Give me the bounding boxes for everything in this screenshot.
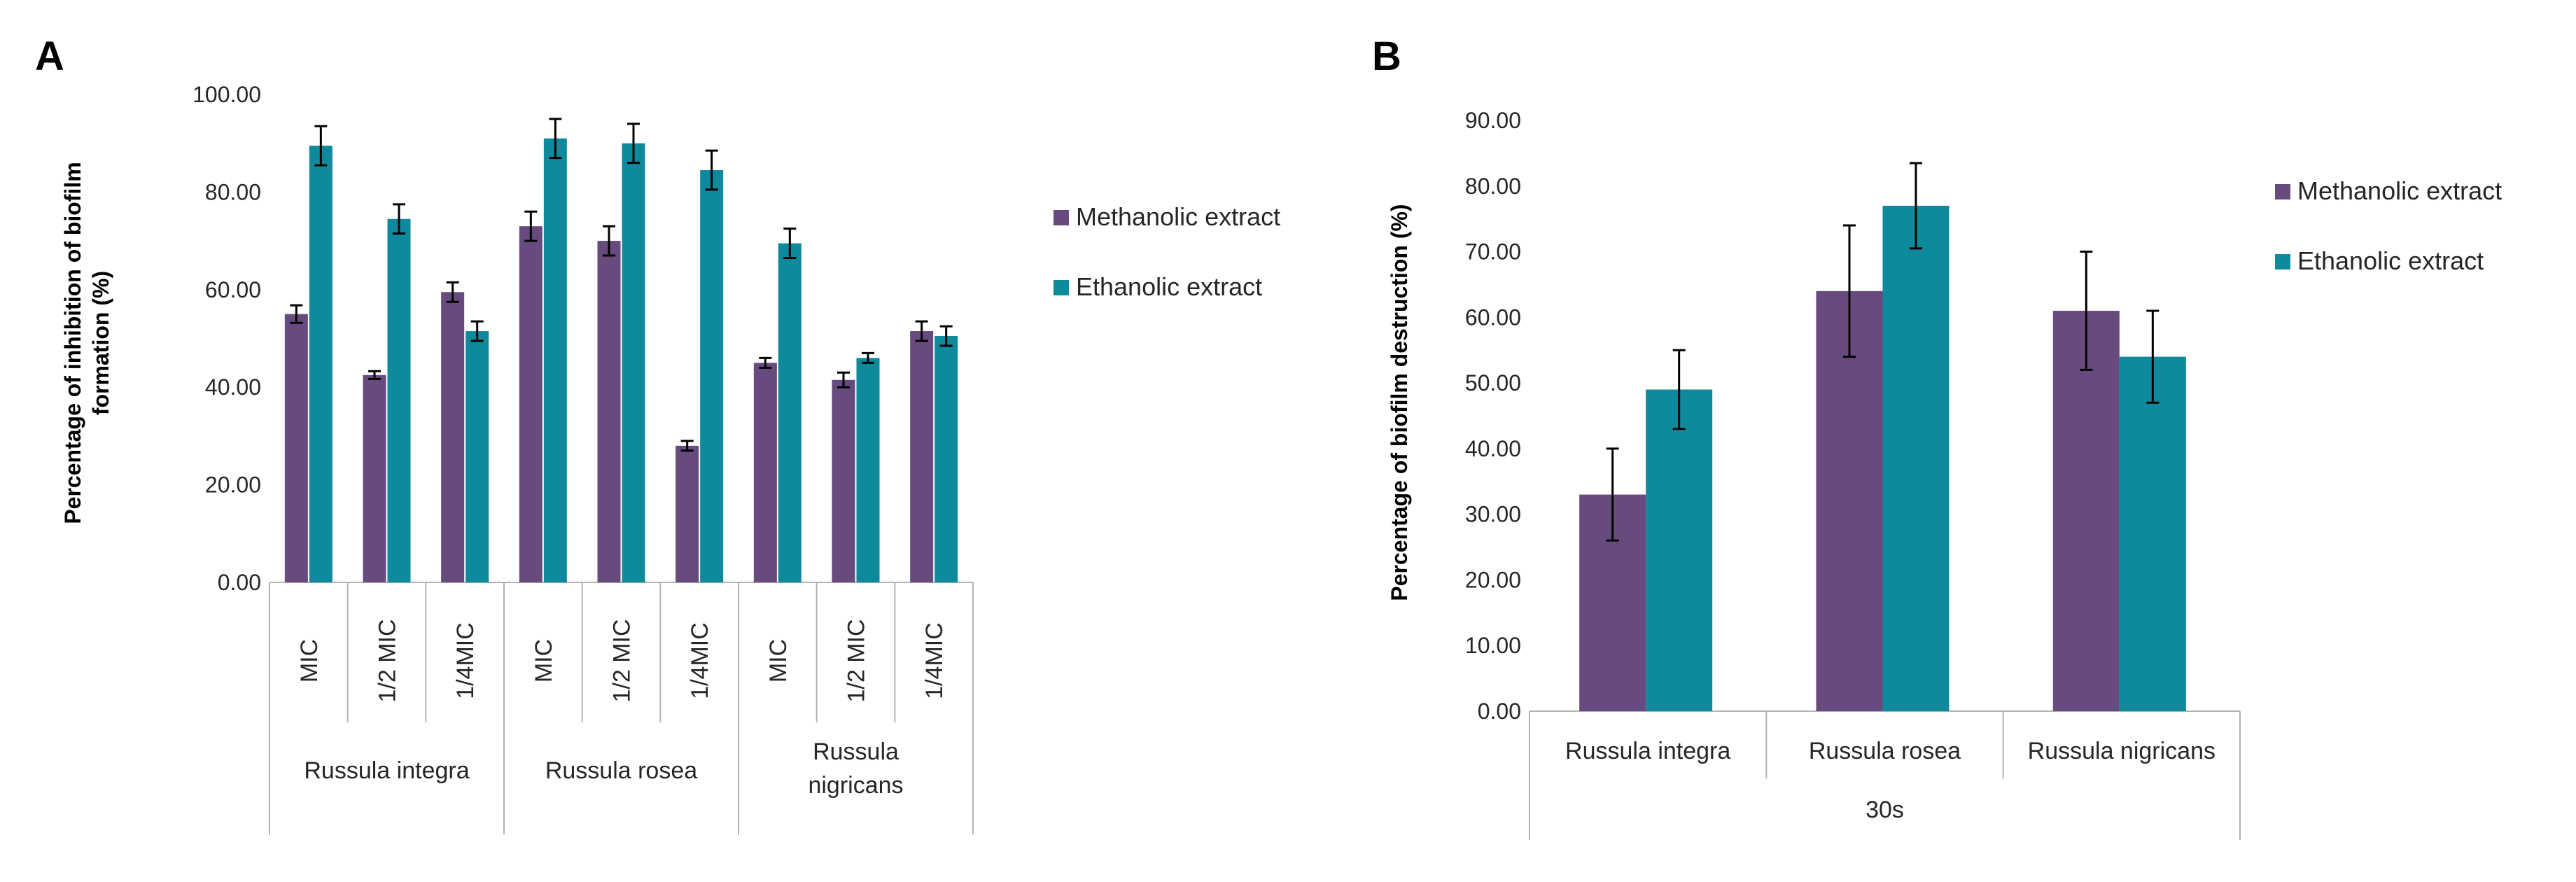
a-bar-ethanolic-4 bbox=[622, 143, 645, 582]
panel-b-plot: 0.00 10.00 20.00 30.00 40.00 50.00 60.00 70.00 8… bbox=[1465, 108, 2241, 840]
b-xcat-2: Russula nigricans bbox=[2028, 738, 2216, 764]
a-xcat-7: 1/2 MIC bbox=[844, 619, 870, 702]
b-ytick-2: 20.00 bbox=[1465, 567, 1521, 592]
a-group-label-0-0: Russula integra bbox=[304, 757, 469, 784]
b-xlabel-30s: 30s bbox=[1865, 797, 1904, 823]
a-xcat-8: 1/4MIC bbox=[921, 622, 948, 699]
b-ytick-0: 0.00 bbox=[1478, 699, 1521, 724]
panel-b-legend: Methanolic extract Ethanolic extract bbox=[2275, 176, 2502, 275]
b-bar-ethanolic-2 bbox=[2119, 356, 2186, 711]
legend-a-ethanolic-swatch bbox=[1054, 280, 1069, 295]
panel-a-ylabel: Percentage of inhibition of biofilm form… bbox=[60, 162, 113, 524]
a-bar-ethanolic-3 bbox=[543, 138, 567, 583]
a-bar-ethanolic-6 bbox=[778, 243, 802, 582]
legend-b-methanolic-label: Methanolic extract bbox=[2297, 176, 2502, 205]
a-ytick-1: 20.00 bbox=[205, 472, 261, 498]
a-bar-ethanolic-1 bbox=[387, 218, 411, 582]
b-ytick-9: 90.00 bbox=[1465, 108, 1521, 133]
a-ytick-5: 100.00 bbox=[192, 82, 261, 107]
a-ytick-2: 40.00 bbox=[205, 374, 261, 400]
a-bar-methanolic-4 bbox=[597, 241, 621, 582]
a-bar-ethanolic-7 bbox=[856, 358, 880, 582]
a-bar-ethanolic-0 bbox=[309, 146, 332, 582]
legend-a-ethanolic-label: Ethanolic extract bbox=[1076, 272, 1262, 301]
b-ytick-4: 40.00 bbox=[1465, 436, 1521, 461]
a-bar-methanolic-3 bbox=[519, 226, 542, 582]
panel-a-ylabel-line1: Percentage of inhibition of biofilm bbox=[60, 162, 85, 524]
panel-b-ylabel: Percentage of biofilm destruction (%) bbox=[1387, 204, 1412, 601]
legend-b-ethanolic-swatch bbox=[2275, 254, 2290, 270]
a-group-label-2-1: nigricans bbox=[808, 772, 903, 799]
panel-a-legend: Methanolic extract Ethanolic extract bbox=[1054, 202, 1280, 301]
legend-b-ethanolic-label: Ethanolic extract bbox=[2297, 246, 2484, 275]
a-group-label-1-0: Russula rosea bbox=[545, 757, 697, 784]
b-bar-methanolic-2 bbox=[2052, 310, 2120, 711]
a-ytick-0: 0.00 bbox=[218, 570, 261, 595]
panel-b-ylabel-text: Percentage of biofilm destruction (%) bbox=[1387, 204, 1412, 601]
legend-a-methanolic-label: Methanolic extract bbox=[1076, 202, 1280, 231]
a-bar-methanolic-8 bbox=[910, 331, 934, 582]
panel-a-label: A bbox=[35, 34, 64, 79]
a-bar-ethanolic-2 bbox=[465, 331, 489, 582]
b-ytick-7: 70.00 bbox=[1465, 239, 1521, 265]
b-ytick-5: 50.00 bbox=[1465, 370, 1521, 396]
b-ytick-1: 10.00 bbox=[1465, 633, 1521, 658]
legend-b-methanolic-swatch bbox=[2275, 184, 2290, 200]
a-xcat-0: MIC bbox=[296, 639, 323, 682]
b-ytick-6: 60.00 bbox=[1465, 304, 1521, 330]
a-ytick-3: 60.00 bbox=[205, 277, 261, 302]
b-xcat-0: Russula integra bbox=[1565, 738, 1730, 764]
a-bar-methanolic-2 bbox=[441, 292, 465, 582]
a-bar-ethanolic-5 bbox=[700, 170, 724, 582]
a-bar-methanolic-6 bbox=[753, 363, 777, 582]
a-bar-methanolic-0 bbox=[284, 314, 308, 582]
a-bar-ethanolic-8 bbox=[934, 336, 958, 582]
b-bar-methanolic-1 bbox=[1816, 290, 1883, 711]
a-xcat-6: MIC bbox=[765, 639, 792, 682]
a-xcat-1: 1/2 MIC bbox=[374, 619, 401, 702]
b-ytick-8: 80.00 bbox=[1465, 174, 1521, 199]
legend-a-methanolic-swatch bbox=[1054, 210, 1069, 225]
b-bar-ethanolic-1 bbox=[1882, 205, 1949, 711]
a-ytick-4: 80.00 bbox=[205, 179, 261, 204]
b-bar-ethanolic-0 bbox=[1646, 389, 1713, 711]
a-xcat-2: 1/4MIC bbox=[452, 622, 479, 699]
a-xcat-5: 1/4MIC bbox=[687, 622, 713, 699]
a-bar-methanolic-7 bbox=[832, 379, 855, 582]
a-group-label-2-0: Russula bbox=[813, 738, 899, 765]
a-bar-methanolic-1 bbox=[363, 374, 386, 582]
a-xcat-4: 1/2 MIC bbox=[609, 619, 636, 702]
a-xcat-3: MIC bbox=[531, 639, 557, 682]
panel-b-label: B bbox=[1372, 34, 1401, 79]
b-ytick-3: 30.00 bbox=[1465, 502, 1521, 527]
b-xcat-1: Russula rosea bbox=[1809, 738, 1961, 764]
panel-a-plot: 0.00 20.00 40.00 60.00 80.00 100.00 MIC 1/2 MIC… bbox=[192, 82, 974, 834]
panel-a-ylabel-line2: formation (%) bbox=[88, 271, 113, 415]
a-bar-methanolic-5 bbox=[676, 445, 699, 582]
